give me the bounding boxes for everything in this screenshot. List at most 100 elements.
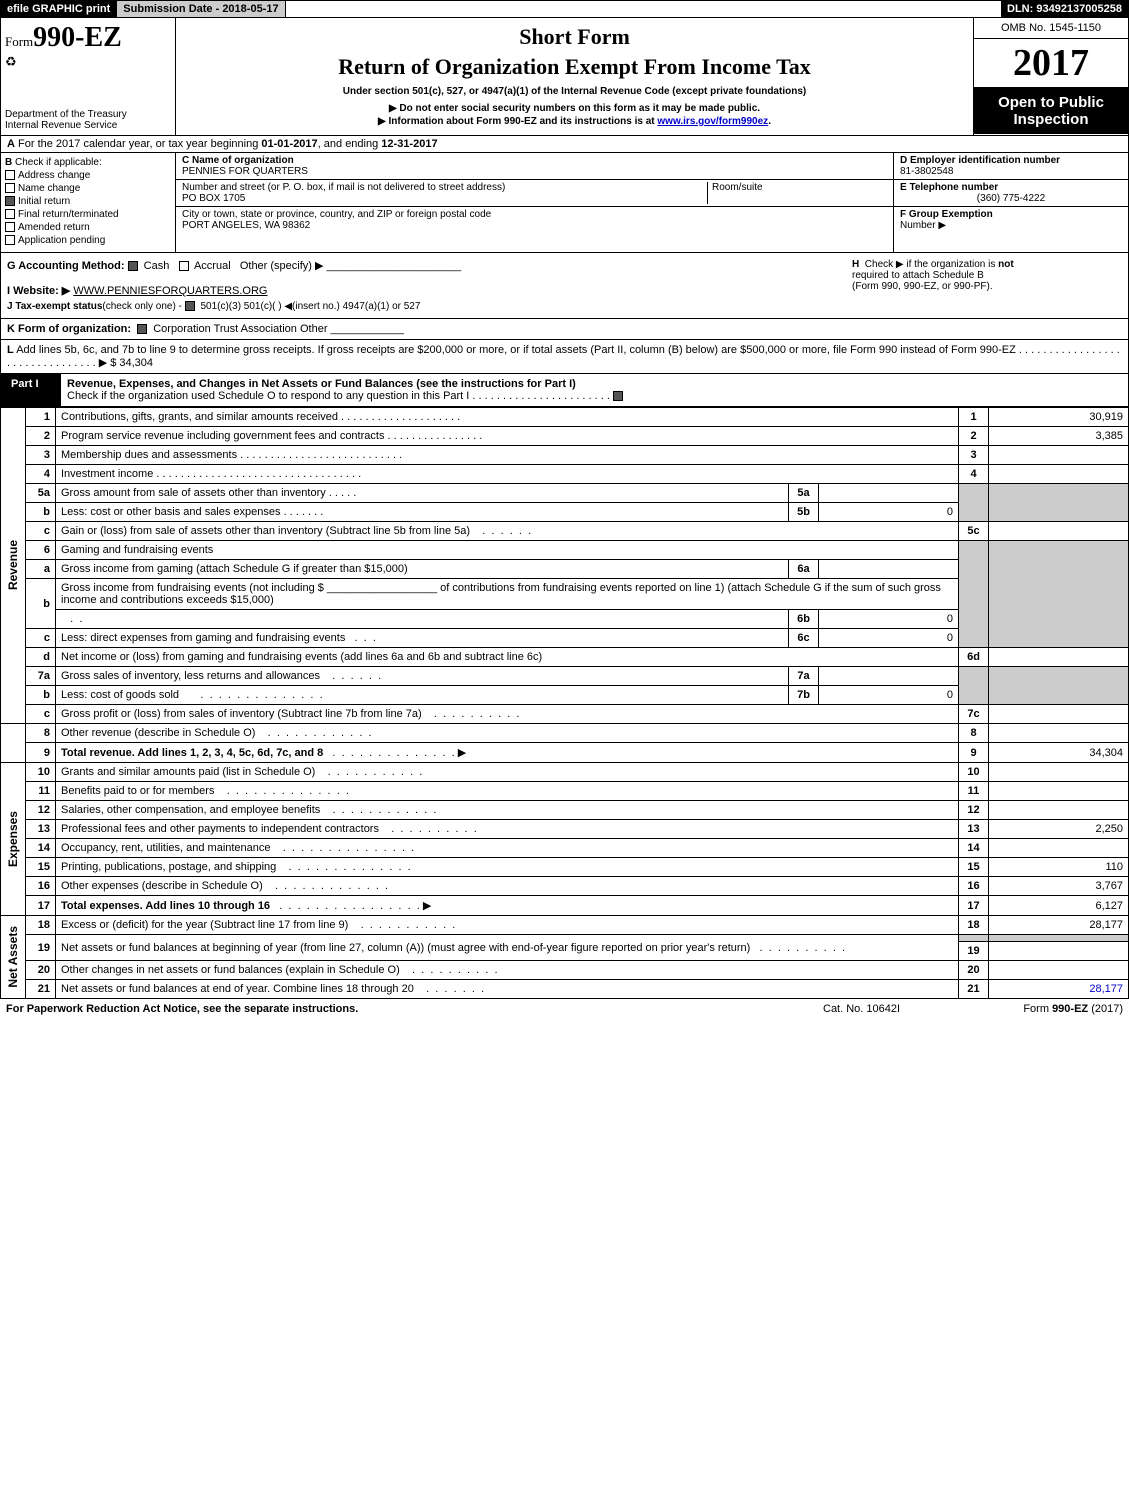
g-accrual: Accrual — [194, 260, 231, 272]
f-group-label: F Group Exemption — [900, 209, 993, 220]
b-text: Check if applicable: — [15, 157, 102, 168]
line-12-ln: 12 — [959, 801, 989, 820]
header-mid: Short Form Return of Organization Exempt… — [176, 18, 973, 135]
h-label: H — [852, 259, 859, 270]
col-d-ids: D Employer identification number 81-3802… — [893, 153, 1128, 252]
line-7a-desc: Gross sales of inventory, less returns a… — [56, 667, 789, 686]
section-ghij: G Accounting Method: Cash Accrual Other … — [0, 253, 1129, 319]
table-row: 9 Total revenue. Add lines 1, 2, 3, 4, 5… — [1, 743, 1129, 763]
line-6-num: 6 — [26, 541, 56, 560]
line-1-num: 1 — [26, 408, 56, 427]
line-6b-sn: 6b — [789, 610, 819, 629]
line-5a-desc: Gross amount from sale of assets other t… — [56, 484, 789, 503]
line-20-desc: Other changes in net assets or fund bala… — [56, 961, 959, 980]
table-row: 2 Program service revenue including gove… — [1, 427, 1129, 446]
table-row: 14 Occupancy, rent, utilities, and maint… — [1, 839, 1129, 858]
chk-accrual[interactable] — [179, 261, 189, 271]
instruction-2: ▶ Information about Form 990-EZ and its … — [182, 116, 967, 127]
line-4-amt — [989, 465, 1129, 484]
line-6b-num: b — [26, 579, 56, 629]
table-row: 3 Membership dues and assessments . . . … — [1, 446, 1129, 465]
table-row: 5a Gross amount from sale of assets othe… — [1, 484, 1129, 503]
l-text: Add lines 5b, 6c, and 7b to line 9 to de… — [16, 344, 1016, 356]
chk-application-pending[interactable]: Application pending — [5, 235, 171, 246]
part1-header: Part I Revenue, Expenses, and Changes in… — [0, 374, 1129, 407]
footer-cat: Cat. No. 10642I — [823, 1003, 973, 1015]
chk-initial-return[interactable]: Initial return — [5, 196, 171, 207]
table-row: Revenue 1 Contributions, gifts, grants, … — [1, 408, 1129, 427]
line-6b-sv: 0 — [819, 610, 959, 629]
instructions-link[interactable]: www.irs.gov/form990ez — [657, 116, 768, 127]
line-7c-ln: 7c — [959, 705, 989, 724]
line-11-desc: Benefits paid to or for members . . . . … — [56, 782, 959, 801]
table-row: Expenses 10 Grants and similar amounts p… — [1, 763, 1129, 782]
line-6d-amt — [989, 648, 1129, 667]
part1-label: Part I — [1, 374, 61, 406]
page-footer: For Paperwork Reduction Act Notice, see … — [0, 999, 1129, 1019]
line-17-num: 17 — [26, 896, 56, 916]
chk-corporation[interactable] — [137, 324, 147, 334]
line-1-amt: 30,919 — [989, 408, 1129, 427]
line-7c-num: c — [26, 705, 56, 724]
d-ein: D Employer identification number 81-3802… — [894, 153, 1128, 180]
row-a-tax-year: A For the 2017 calendar year, or tax yea… — [0, 136, 1129, 153]
chk-cash[interactable] — [128, 261, 138, 271]
i-website-value[interactable]: WWW.PENNIESFORQUARTERS.ORG — [73, 285, 267, 297]
chk-application-pending-label: Application pending — [18, 235, 105, 246]
form-prefix: Form — [5, 34, 33, 49]
dept-irs: Internal Revenue Service — [5, 120, 171, 131]
gh-right: H Check ▶ if the organization is not req… — [852, 259, 1122, 312]
d-ein-value: 81-3802548 — [900, 166, 953, 177]
f-group-label2: Number ▶ — [900, 220, 946, 231]
line-7b-sv: 0 — [819, 686, 959, 705]
table-row: 12 Salaries, other compensation, and emp… — [1, 801, 1129, 820]
line-10-amt — [989, 763, 1129, 782]
line-2-ln: 2 — [959, 427, 989, 446]
line-7b-desc: Less: cost of goods sold . . . . . . . .… — [56, 686, 789, 705]
line-15-amt: 110 — [989, 858, 1129, 877]
chk-schedule-o[interactable] — [613, 391, 623, 401]
table-row: 20 Other changes in net assets or fund b… — [1, 961, 1129, 980]
chk-amended-return-label: Amended return — [18, 222, 90, 233]
a-text-pre: For the 2017 calendar year, or tax year … — [18, 138, 261, 150]
department-label: Department of the Treasury Internal Reve… — [5, 109, 171, 131]
line-4-num: 4 — [26, 465, 56, 484]
section-k: K Form of organization: Corporation Trus… — [0, 319, 1129, 340]
j-label: J Tax-exempt status — [7, 301, 102, 312]
c-name-label: C Name of organization — [182, 155, 294, 166]
recycle-icon: ♻ — [5, 54, 171, 70]
b-label: B — [5, 157, 12, 168]
line-19-desc: Net assets or fund balances at beginning… — [56, 935, 959, 961]
a-begin: 01-01-2017 — [261, 138, 317, 150]
c-street-label: Number and street (or P. O. box, if mail… — [182, 182, 505, 193]
chk-name-change[interactable]: Name change — [5, 183, 171, 194]
table-row: 15 Printing, publications, postage, and … — [1, 858, 1129, 877]
line-21-amt[interactable]: 28,177 — [989, 980, 1129, 999]
line-20-ln: 20 — [959, 961, 989, 980]
h-text3: (Form 990, 990-EZ, or 990-PF). — [852, 281, 993, 292]
table-row: 21 Net assets or fund balances at end of… — [1, 980, 1129, 999]
g-label: G Accounting Method: — [7, 260, 125, 272]
line-13-amt: 2,250 — [989, 820, 1129, 839]
h-text2: required to attach Schedule B — [852, 270, 984, 281]
line-7ab-shade — [959, 667, 989, 705]
form-header: Form990-EZ ♻ Department of the Treasury … — [0, 18, 1129, 136]
line-7ab-amt-shade — [989, 667, 1129, 705]
col-c-org-info: C Name of organization PENNIES FOR QUART… — [176, 153, 893, 252]
table-row: 8 Other revenue (describe in Schedule O)… — [1, 724, 1129, 743]
line-17-amt: 6,127 — [989, 896, 1129, 916]
tax-year: 2017 — [974, 39, 1128, 88]
line-19-amt — [989, 942, 1129, 961]
chk-amended-return[interactable]: Amended return — [5, 222, 171, 233]
a-label: A — [7, 138, 15, 150]
chk-501c3[interactable] — [185, 301, 195, 311]
line-18-ln: 18 — [959, 916, 989, 935]
line-11-amt — [989, 782, 1129, 801]
line-10-desc: Grants and similar amounts paid (list in… — [56, 763, 959, 782]
line-15-ln: 15 — [959, 858, 989, 877]
chk-address-change[interactable]: Address change — [5, 170, 171, 181]
j-tax-exempt: J Tax-exempt status(check only one) - 50… — [7, 301, 852, 312]
chk-final-return[interactable]: Final return/terminated — [5, 209, 171, 220]
g-other: Other (specify) ▶ — [240, 260, 324, 272]
part1-check-text: Check if the organization used Schedule … — [67, 390, 469, 402]
